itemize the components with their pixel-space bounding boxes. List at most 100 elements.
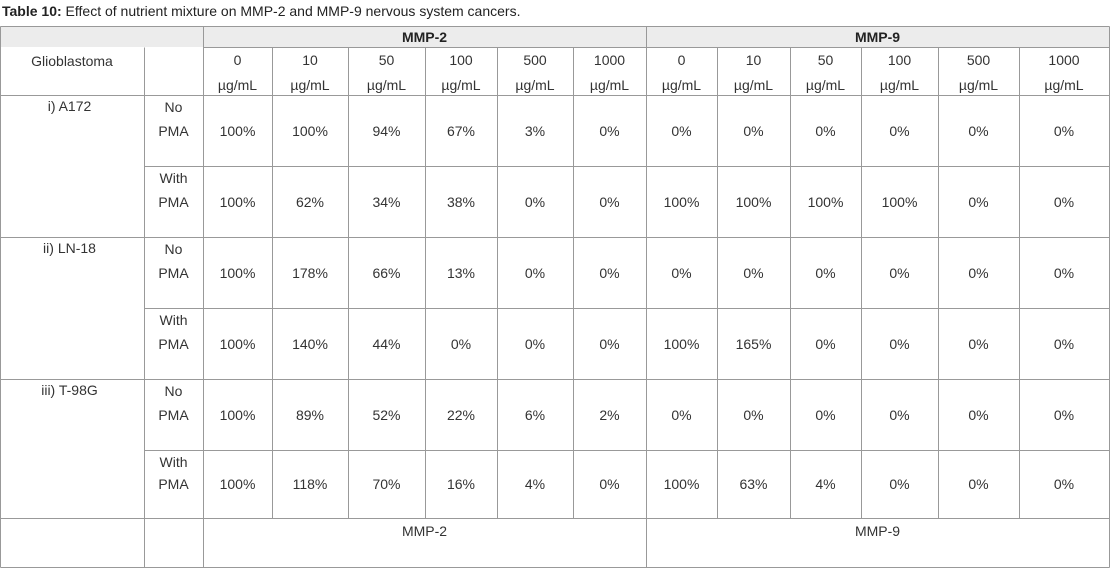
table-cell: 0%	[671, 264, 692, 281]
condition-line-1: With	[159, 454, 188, 470]
condition-line-2: PMA	[158, 336, 189, 352]
dose-value: 100	[887, 52, 912, 68]
table-cell: 2%	[599, 406, 620, 423]
table-cell: 100%	[219, 335, 256, 352]
table-cell: 0%	[599, 264, 620, 281]
table-cell: 0%	[599, 122, 620, 139]
table-cell: 0%	[599, 335, 620, 352]
table-cell: 0%	[968, 476, 989, 492]
dose-unit: µg/mL	[661, 77, 702, 93]
table-cell: 6%	[524, 406, 546, 423]
condition-line-1: No	[164, 383, 183, 399]
table-cell: 63%	[739, 476, 768, 492]
table-cell: 100%	[219, 193, 256, 210]
condition-line-2: PMA	[158, 123, 189, 139]
mmp9-header: MMP-9	[854, 29, 901, 45]
dose-unit: µg/mL	[805, 77, 846, 93]
condition-line-1: No	[164, 241, 183, 257]
footer-mmp2: MMP-2	[401, 523, 448, 539]
table-cell: 0%	[815, 122, 836, 139]
table-cell: 0%	[671, 122, 692, 139]
dose-unit: µg/mL	[1044, 77, 1084, 93]
table-cell: 0%	[1053, 406, 1075, 423]
table-cell: 100%	[219, 264, 256, 281]
table-cell: 0%	[968, 193, 989, 210]
table-cell: 100%	[219, 406, 256, 423]
table-cell: 100%	[807, 193, 844, 210]
table-cell: 0%	[1053, 122, 1075, 139]
condition-line-1: No	[164, 99, 183, 115]
table-cell: 0%	[671, 406, 692, 423]
table-cell: 100%	[292, 122, 328, 139]
dose-value: 0	[233, 52, 242, 68]
table-cell: 0%	[524, 335, 546, 352]
table-cell: 0%	[599, 193, 620, 210]
condition-line-2: PMA	[158, 265, 189, 281]
dose-value: 50	[378, 52, 395, 68]
footer-mmp9: MMP-9	[854, 523, 901, 539]
table-cell: 34%	[372, 193, 401, 210]
table-cell: 0%	[968, 406, 989, 423]
table-cell: 0%	[815, 406, 836, 423]
condition-line-1: With	[159, 312, 188, 328]
dose-value: 1000	[1048, 52, 1080, 68]
dose-unit: µg/mL	[217, 77, 258, 93]
table-cell: 0%	[1053, 335, 1075, 352]
table-cell: 4%	[815, 476, 836, 492]
table-cell: 38%	[446, 193, 476, 210]
table-cell: 0%	[889, 476, 910, 492]
table-cell: 100%	[881, 193, 918, 210]
dose-value: 10	[745, 52, 762, 68]
table-cell: 100%	[219, 122, 256, 139]
dose-unit: µg/mL	[879, 77, 920, 93]
dose-unit: µg/mL	[515, 77, 555, 93]
table-cell: 16%	[446, 476, 476, 492]
table-cell: 4%	[524, 476, 546, 492]
table-cell: 100%	[663, 335, 700, 352]
table-cell: 100%	[219, 476, 256, 492]
table-cell: 0%	[1053, 476, 1075, 492]
caption-text: Effect of nutrient mixture on MMP-2 and …	[61, 3, 521, 19]
table-cell: 0%	[889, 264, 910, 281]
condition-line-1: With	[159, 170, 188, 186]
header-band	[0, 26, 1109, 47]
table-cell: 70%	[372, 476, 401, 492]
dose-unit: µg/mL	[589, 77, 630, 93]
table-cell: 178%	[292, 264, 328, 281]
table-cell: 0%	[1053, 264, 1075, 281]
table-cell: 118%	[292, 476, 328, 492]
table-cell: 0%	[968, 264, 989, 281]
dose-unit: µg/mL	[290, 77, 330, 93]
table-cell: 0%	[968, 335, 989, 352]
cell-line-name: ii) LN-18	[43, 240, 96, 256]
table-cell: 0%	[815, 264, 836, 281]
condition-line-2: PMA	[158, 476, 189, 492]
table-cell: 0%	[889, 122, 910, 139]
table-grid-lines	[0, 26, 1110, 568]
table-cell: 0%	[599, 476, 620, 492]
table-cell: 13%	[446, 264, 476, 281]
table-cell: 0%	[889, 406, 910, 423]
table-cell: 0%	[1053, 193, 1075, 210]
dose-value: 100	[449, 52, 473, 68]
table-cell: 165%	[735, 335, 772, 352]
dose-unit: µg/mL	[366, 77, 407, 93]
table-cell: 140%	[292, 335, 328, 352]
table-cell: 66%	[372, 264, 401, 281]
table-caption: Table 10: Effect of nutrient mixture on …	[2, 2, 520, 20]
dose-unit: µg/mL	[733, 77, 774, 93]
table-cell: 0%	[889, 335, 910, 352]
table-cell: 100%	[663, 193, 700, 210]
table-cell: 0%	[815, 335, 836, 352]
table-cell: 0%	[743, 264, 764, 281]
table-cell: 22%	[446, 406, 476, 423]
table-cell: 62%	[295, 193, 325, 210]
dose-value: 500	[966, 52, 991, 68]
caption-label: Table 10:	[2, 3, 62, 19]
condition-line-2: PMA	[158, 194, 189, 210]
dose-value: 0	[677, 52, 686, 68]
table-cell: 100%	[735, 193, 772, 210]
table-cell: 89%	[295, 406, 325, 423]
dose-value: 10	[302, 52, 318, 68]
table-cell: 67%	[446, 122, 476, 139]
